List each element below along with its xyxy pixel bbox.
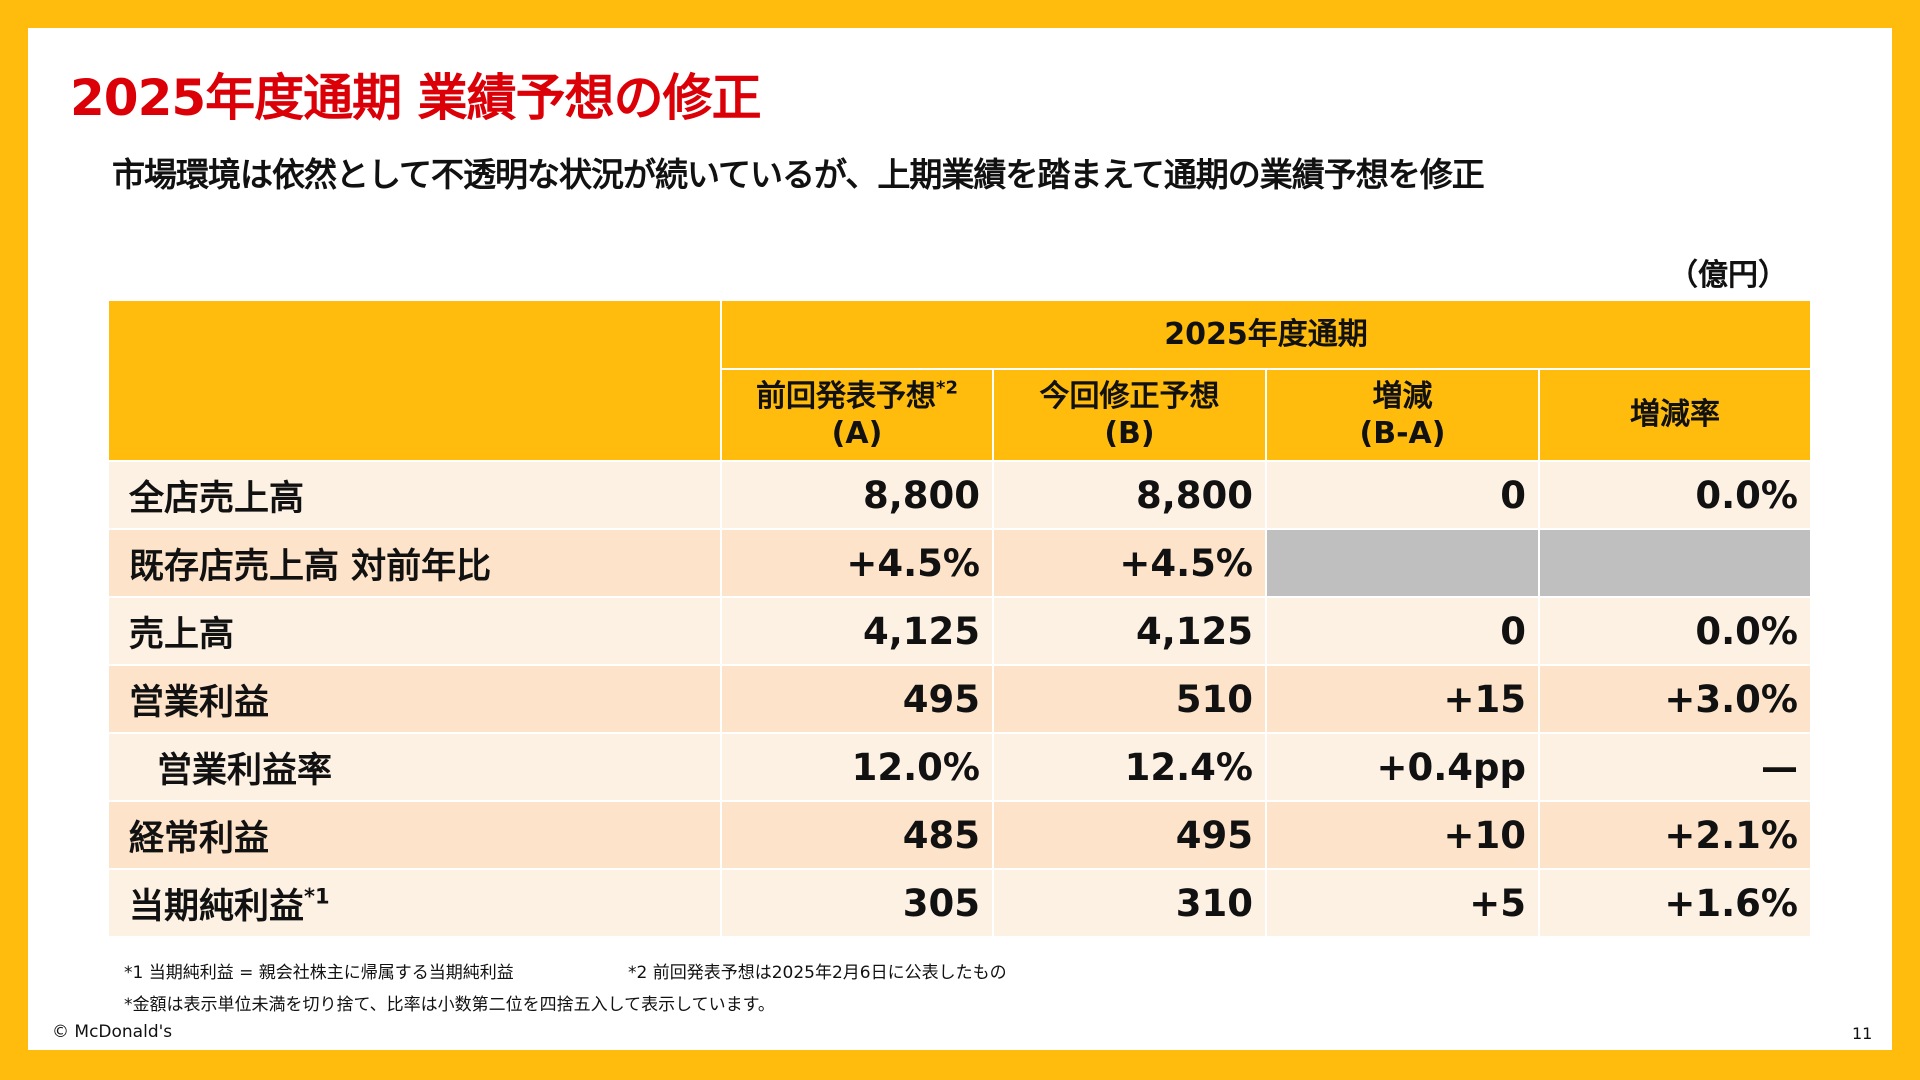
value-a: 12.0% — [720, 732, 994, 802]
value-diff: 0 — [1265, 596, 1540, 666]
value-a: 8,800 — [720, 460, 994, 530]
value-diff: +5 — [1265, 868, 1540, 938]
value-b: 495 — [992, 800, 1267, 870]
value-b: 510 — [992, 664, 1267, 734]
row-label: 営業利益率 — [107, 732, 722, 802]
column-header-a: 前回発表予想*2 (A) — [720, 368, 994, 462]
value-rate: +2.1% — [1538, 800, 1812, 870]
value-a: 495 — [720, 664, 994, 734]
table-row: 既存店売上高 対前年比 +4.5% +4.5% — [107, 528, 1812, 598]
row-label: 経常利益 — [107, 800, 722, 870]
row-label: 売上高 — [107, 596, 722, 666]
value-b: 12.4% — [992, 732, 1267, 802]
value-a: 4,125 — [720, 596, 994, 666]
column-header-b: 今回修正予想 (B) — [992, 368, 1267, 462]
row-label: 全店売上高 — [107, 460, 722, 530]
value-diff — [1265, 528, 1540, 598]
value-rate: +1.6% — [1538, 868, 1812, 938]
table-row: 営業利益 495 510 +15 +3.0% — [107, 664, 1812, 734]
value-b: 310 — [992, 868, 1267, 938]
value-rate: +3.0% — [1538, 664, 1812, 734]
value-b: 4,125 — [992, 596, 1267, 666]
copyright: © McDonald's — [52, 1022, 173, 1042]
table-row: 全店売上高 8,800 8,800 0 0.0% — [107, 460, 1812, 530]
footnote-3: *金額は表示単位未満を切り捨て、比率は小数第二位を四捨五入して表示しています。 — [124, 995, 775, 1015]
table-row: 経常利益 485 495 +10 +2.1% — [107, 800, 1812, 870]
row-label: 当期純利益*1 — [107, 868, 722, 938]
value-rate: 0.0% — [1538, 460, 1812, 530]
group-header: 2025年度通期 — [720, 299, 1812, 370]
page-title: 2025年度通期 業績予想の修正 — [70, 69, 762, 127]
column-header-diff: 増減 (B-A) — [1265, 368, 1540, 462]
unit-label: （億円） — [1668, 258, 1788, 293]
value-rate — [1538, 528, 1812, 598]
value-diff: +10 — [1265, 800, 1540, 870]
table-row: 営業利益率 12.0% 12.4% +0.4pp — — [107, 732, 1812, 802]
value-diff: +15 — [1265, 664, 1540, 734]
value-a: +4.5% — [720, 528, 994, 598]
value-a: 305 — [720, 868, 994, 938]
table-row: 当期純利益*1 305 310 +5 +1.6% — [107, 868, 1812, 938]
header-corner — [107, 299, 722, 462]
footnote-1: *1 当期純利益 = 親会社株主に帰属する当期純利益 — [124, 963, 514, 983]
value-b: 8,800 — [992, 460, 1267, 530]
column-header-rate: 増減率 — [1538, 368, 1812, 462]
value-b: +4.5% — [992, 528, 1267, 598]
value-diff: +0.4pp — [1265, 732, 1540, 802]
value-rate: 0.0% — [1538, 596, 1812, 666]
header-row: 2025年度通期 — [107, 299, 1812, 462]
column-header-row: 前回発表予想*2 (A) 今回修正予想 (B) 増減 (B-A) 増減率 — [108, 368, 1812, 462]
value-rate: — — [1538, 732, 1812, 802]
table-row: 売上高 4,125 4,125 0 0.0% — [107, 596, 1812, 666]
row-label: 既存店売上高 対前年比 — [107, 528, 722, 598]
subtitle: 市場環境は依然として不透明な状況が続いているが、上期業績を踏まえて通期の業績予想… — [112, 155, 1485, 194]
page-number: 11 — [1852, 1024, 1873, 1043]
value-a: 485 — [720, 800, 994, 870]
value-diff: 0 — [1265, 460, 1540, 530]
footnote-2: *2 前回発表予想は2025年2月6日に公表したもの — [628, 963, 1007, 983]
forecast-table: 2025年度通期 前回発表予想*2 (A) 今回修正予想 (B) 増減 (B-A) 増… — [107, 299, 1812, 938]
row-label: 営業利益 — [107, 664, 722, 734]
